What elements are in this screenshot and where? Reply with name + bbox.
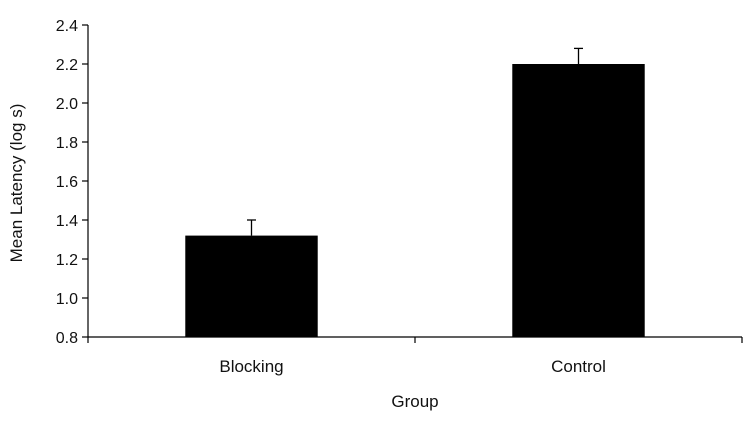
y-tick-label: 1.2	[56, 252, 78, 269]
x-axis: Blocking Control	[87, 336, 743, 376]
y-tick-label: 0.8	[56, 330, 78, 347]
y-tick-label: 2.0	[56, 96, 78, 113]
y-tick-label: 1.6	[56, 174, 78, 191]
error-bars	[247, 47, 583, 236]
bars	[185, 64, 645, 337]
y-tick-label: 1.0	[56, 291, 78, 308]
y-tick-label: 1.8	[56, 135, 78, 152]
x-axis-title: Group	[391, 392, 438, 411]
y-axis: 0.8 1.0 1.2 1.4 1.6 1.8 2.0 2.2 2.4	[56, 18, 89, 347]
bar-blocking	[185, 235, 318, 337]
bar-control	[512, 64, 645, 337]
y-tick-label: 1.4	[56, 213, 78, 230]
x-category-label: Control	[551, 357, 606, 376]
y-tick-label: 2.4	[56, 18, 78, 35]
y-axis-title: Mean Latency (log s)	[7, 104, 26, 263]
y-tick-label: 2.2	[56, 57, 78, 74]
x-category-label: Blocking	[219, 357, 283, 376]
